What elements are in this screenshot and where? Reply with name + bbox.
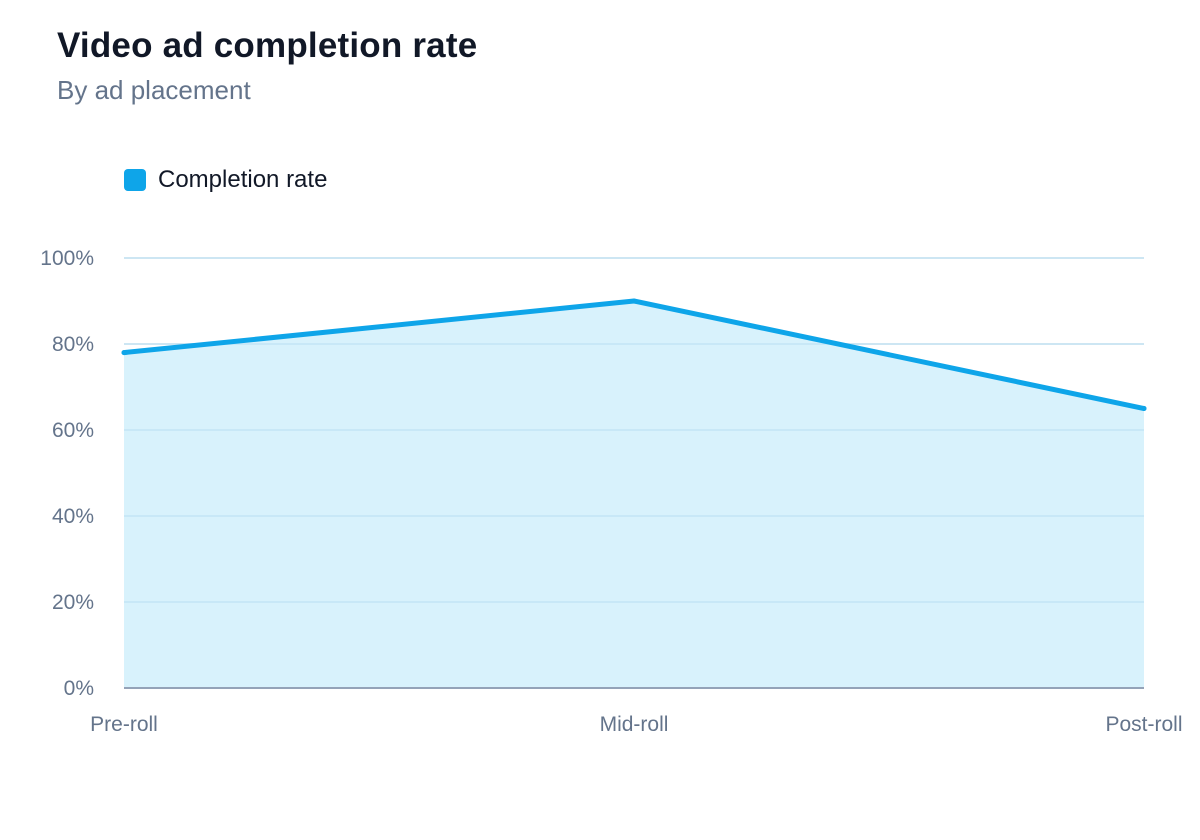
y-tick-label: 80% [52, 333, 94, 356]
y-tick-label: 60% [52, 419, 94, 442]
y-tick-label: 40% [52, 505, 94, 528]
data-point-pre-roll [121, 350, 127, 356]
legend: Completion rate [124, 166, 327, 194]
y-tick-label: 0% [64, 677, 94, 700]
x-tick-labels: Pre-roll Mid-roll Post-roll [90, 713, 1182, 736]
line-layer [121, 298, 1147, 411]
legend-swatch-completion-rate [124, 169, 146, 191]
data-point-mid-roll [631, 298, 637, 304]
area-fill-completion-rate [124, 301, 1144, 688]
area-layer [124, 257, 1144, 688]
y-tick-label: 20% [52, 591, 94, 614]
x-tick-label: Mid-roll [600, 713, 669, 736]
x-tick-label: Post-roll [1105, 713, 1182, 736]
y-tick-label: 100% [40, 247, 94, 270]
y-tick-labels: 0% 20% 40% 60% 80% 100% [40, 247, 94, 700]
data-point-post-roll [1141, 406, 1147, 411]
chart-subtitle: By ad placement [57, 75, 251, 105]
x-tick-label: Pre-roll [90, 713, 158, 736]
chart-title: Video ad completion rate [57, 26, 478, 65]
legend-label-completion-rate: Completion rate [158, 166, 328, 193]
